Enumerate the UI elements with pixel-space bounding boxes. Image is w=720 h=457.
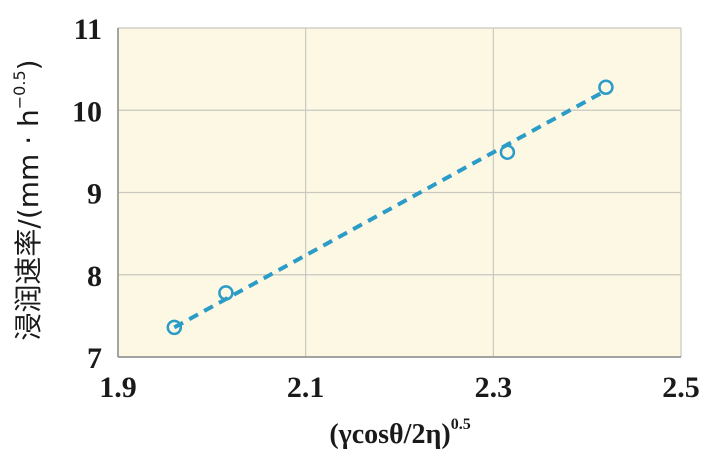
fit-line [173, 88, 607, 330]
data-point [166, 319, 183, 336]
data-point [598, 79, 614, 95]
axes [117, 28, 681, 358]
data-point [499, 144, 516, 160]
x-tick-labels: 1.9 2.1 2.3 2.5 [99, 371, 700, 404]
x-tick-label: 2.3 [475, 371, 513, 404]
x-axis-label-exponent: 0.5 [451, 416, 471, 433]
grid [117, 27, 682, 358]
y-tick-label: 9 [87, 178, 102, 211]
y-tick-label: 10 [72, 95, 102, 128]
data-point [218, 285, 234, 301]
y-tick-labels: 7 8 9 10 11 [72, 13, 102, 375]
y-tick-label: 11 [74, 13, 102, 46]
x-axis-label: (γcosθ/2η)0.5 [329, 416, 470, 450]
fit-line-group [173, 88, 607, 330]
data-points [166, 79, 614, 336]
y-tick-label: 8 [87, 260, 102, 293]
y-tick-label: 7 [87, 342, 102, 375]
y-axis-label-prefix: 浸润速率/(mm · h [12, 109, 45, 340]
y-axis-label: 浸润速率/(mm · h−0.5) [10, 59, 45, 340]
x-tick-label: 2.1 [287, 371, 325, 404]
y-axis-label-exponent: −0.5 [10, 70, 29, 109]
x-axis-label-main: (γcosθ/2η) [329, 419, 450, 450]
x-tick-label: 2.5 [662, 371, 700, 404]
y-axis-label-suffix: ) [12, 59, 45, 70]
x-tick-label: 1.9 [99, 371, 137, 404]
